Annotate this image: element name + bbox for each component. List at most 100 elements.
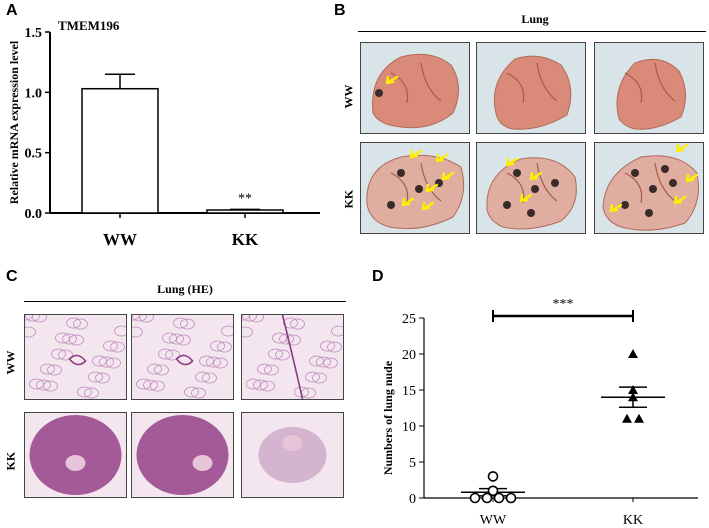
alveolus — [36, 379, 51, 391]
he-image — [25, 315, 126, 399]
alveolus — [213, 357, 228, 369]
alveolus — [51, 348, 66, 360]
lung-tissue — [372, 53, 459, 129]
alveolus — [309, 355, 324, 367]
yellow-arrow — [673, 195, 687, 205]
he-section — [241, 412, 344, 498]
panel-label-a: A — [6, 2, 18, 19]
lung-image — [372, 53, 459, 129]
alveolus — [242, 315, 250, 321]
alveolus — [275, 349, 290, 361]
tumor-nodule — [503, 201, 511, 209]
alveolus — [184, 386, 199, 398]
yellow-arrow — [425, 183, 439, 193]
data-point — [481, 492, 493, 504]
alveolus — [43, 380, 58, 392]
alveolus — [312, 372, 327, 384]
yellow-arrow — [519, 193, 533, 203]
lung-lobe-line — [506, 62, 558, 104]
yellow-arrow — [675, 143, 689, 153]
lung-image — [366, 149, 465, 230]
alveolus — [114, 325, 126, 337]
alveolus — [272, 332, 287, 344]
alveolus — [246, 378, 261, 390]
bar — [206, 209, 284, 214]
panel-label-d: D — [372, 268, 384, 285]
tumor-nodule — [669, 179, 677, 187]
alveolus — [132, 315, 140, 321]
alveolus — [154, 364, 169, 376]
x-tick-label: KK — [232, 230, 259, 249]
yellow-arrow — [401, 197, 415, 207]
alveolus — [132, 326, 143, 338]
tumor-nodule — [387, 201, 395, 209]
necrotic-region — [282, 435, 303, 451]
data-point — [634, 413, 644, 423]
alveolus — [169, 333, 184, 345]
data-point — [628, 385, 638, 394]
y-tick-label: 0.5 — [25, 147, 43, 162]
yellow-arrow — [421, 201, 435, 211]
alveolus — [55, 332, 70, 344]
bar-chart-a: 0.0 0.5 1.0 1.5 TMEM196 Relative mRNA express… — [7, 18, 320, 249]
x-tick-label: KK — [623, 513, 643, 528]
alveolus — [320, 340, 335, 352]
alveolus — [162, 332, 177, 344]
airway — [68, 354, 87, 366]
yellow-arrow — [529, 171, 543, 181]
yellow-arrow — [409, 149, 423, 159]
alveolus — [147, 363, 162, 375]
x-tick-label: WW — [103, 230, 137, 249]
y-tick-label: 5 — [409, 456, 416, 471]
alveolus — [40, 363, 55, 375]
lung-tissue — [616, 58, 686, 130]
alveolus — [136, 378, 151, 390]
alveolus — [110, 341, 125, 353]
alveolus — [132, 315, 147, 322]
lung-row-label-kk: KK — [341, 189, 356, 209]
alveolus — [176, 334, 191, 346]
alveolus — [29, 378, 44, 390]
he-section — [131, 412, 234, 498]
tumor-nodule — [527, 209, 535, 217]
alveolus — [253, 379, 268, 391]
alveolus — [99, 356, 114, 368]
yellow-arrow — [441, 171, 455, 181]
lung-lobe-line — [390, 62, 442, 104]
tumor-nodule — [645, 209, 653, 217]
y-axis-label: Relative mRNA expression level — [7, 40, 21, 204]
lung-lobe-line — [624, 162, 676, 204]
significance-label: *** — [553, 297, 574, 312]
alveolus — [73, 318, 88, 330]
alveolus — [202, 372, 217, 384]
alveolus — [206, 356, 221, 368]
data-point — [628, 349, 638, 358]
alveolus — [143, 379, 158, 391]
bar — [81, 87, 159, 214]
lung-tissue — [602, 155, 699, 231]
data-point — [505, 492, 517, 504]
data-point — [622, 413, 632, 423]
alveolus — [139, 315, 154, 323]
alveolus — [257, 363, 272, 375]
yellow-arrow — [385, 75, 399, 85]
lung-image — [493, 55, 572, 130]
alveolus — [242, 315, 257, 322]
yellow-arrow — [685, 173, 699, 183]
necrotic-region — [65, 455, 86, 471]
alveolus — [327, 341, 342, 353]
panel-label-c: C — [6, 268, 18, 285]
lung-image — [616, 58, 686, 130]
alveolus — [249, 315, 264, 323]
alveolus — [191, 387, 206, 399]
airway — [281, 315, 304, 399]
alveolus — [84, 387, 99, 399]
data-point — [469, 492, 481, 504]
lung-photo — [476, 42, 586, 134]
alveolus — [32, 315, 47, 323]
y-axis-label: Numbers of lung nude — [381, 360, 395, 475]
he-section — [24, 314, 127, 400]
alveolus — [286, 334, 301, 346]
he-image — [29, 415, 122, 495]
airway — [175, 354, 194, 366]
